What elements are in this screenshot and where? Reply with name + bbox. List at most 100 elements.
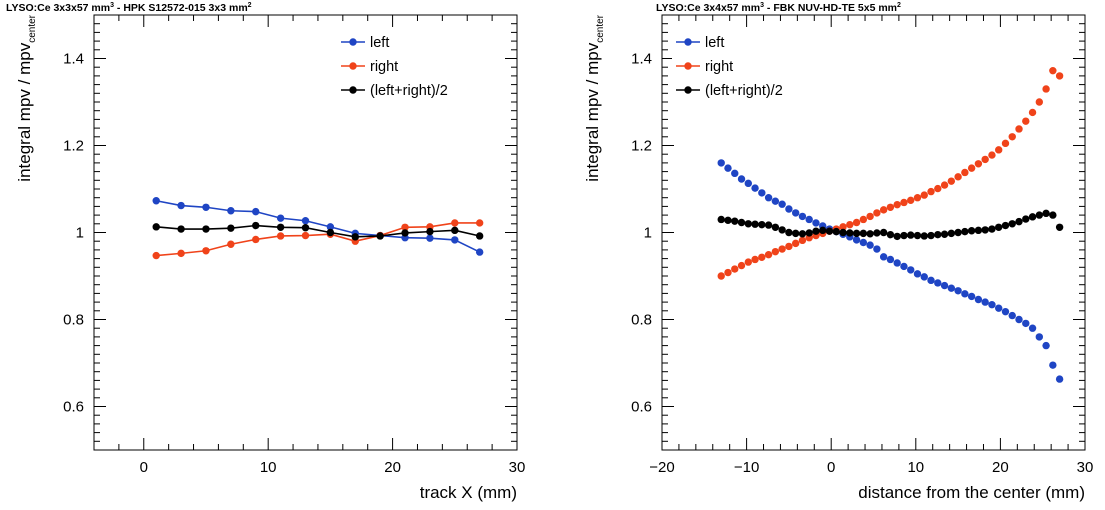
data-point [177,225,185,233]
data-point [1035,211,1044,219]
data-point [940,181,949,189]
data-point [451,236,459,244]
title-superscript: 3 [110,2,114,9]
series-average [717,209,1064,241]
title-superscript: 3 [760,2,764,9]
data-point [764,194,773,202]
legend-label: left [705,35,724,51]
data-point [839,223,847,231]
data-point [988,151,996,159]
data-point [737,218,746,227]
x-tick-label: 20 [992,459,1009,476]
chart-title: LYSO:Ce 3x4x57 mm3 - FBK NUV-HD-TE 5x5 m… [656,2,901,14]
series-average [152,221,484,241]
data-point [839,228,847,237]
data-point [846,220,854,229]
data-point [866,212,874,221]
data-point [873,229,881,237]
data-point [737,261,746,270]
data-point [893,259,901,267]
y-tick-label: 0.6 [631,399,652,416]
legend-marker [684,62,692,70]
data-point [913,231,922,240]
data-point [785,242,793,251]
data-point [276,223,285,231]
data-point [202,225,210,233]
data-point [1008,133,1016,141]
data-point [1001,307,1010,316]
y-axis-label: integral mpv / mpvcenter [583,14,606,181]
right-chart-panel: LYSO:Ce 3x4x57 mm3 - FBK NUV-HD-TE 5x5 m… [583,2,1093,502]
legend-marker [349,38,357,46]
y-axis-label-subscript: center [595,14,606,42]
data-point [974,295,983,304]
data-point [276,232,285,240]
legend-label: left [370,35,389,51]
legend-marker [684,38,692,46]
title-part: - HPK S12572-015 3x3 mm [114,2,248,14]
data-point [1015,315,1023,324]
data-point [737,175,746,183]
data-point [301,224,310,232]
data-point [940,230,949,238]
data-point [967,164,976,172]
data-point [401,223,409,231]
data-point [866,241,874,249]
data-point [805,215,813,224]
data-point [1035,98,1044,106]
y-tick-label: 1 [76,225,84,242]
data-point [764,250,773,259]
data-point [819,226,827,235]
x-tick-label: 0 [827,459,835,476]
title-superscript: 2 [248,2,252,9]
series-left [152,197,484,256]
data-point [947,177,956,185]
data-point [202,203,210,211]
data-point [927,231,935,240]
series-line [156,222,480,257]
data-point [227,240,235,248]
data-point [832,227,840,236]
data-point [947,229,956,238]
y-tick-label: 0.8 [63,312,84,329]
data-point [276,214,285,222]
data-point [227,224,235,232]
x-axis-label: distance from the center (mm) [858,483,1085,502]
data-point [152,251,160,260]
data-point [791,229,800,238]
data-point [940,281,949,290]
data-point [995,304,1003,312]
data-point [879,206,888,214]
data-point [900,198,908,207]
data-point [981,155,989,164]
data-point [724,268,732,277]
data-point [961,290,969,298]
series-line [156,224,480,238]
data-point [852,236,861,244]
data-point [751,184,759,192]
legend-label: right [705,59,733,75]
data-point [1001,221,1010,230]
data-point [961,227,969,236]
data-point [1035,333,1044,341]
data-point [1008,220,1016,228]
data-point [913,194,922,202]
data-point [812,227,820,235]
data-point [886,255,895,264]
data-point [1028,213,1037,221]
data-point [879,253,888,261]
data-point [859,215,868,224]
data-point [846,229,854,237]
data-point [1055,223,1064,231]
data-point [1049,66,1057,75]
data-point [852,229,861,238]
series-right [152,219,484,260]
data-point [724,164,732,172]
data-point [351,233,359,241]
data-point [717,159,725,167]
data-point [873,209,881,217]
y-tick-label: 0.6 [63,399,84,416]
data-point [805,229,813,237]
data-point [1015,217,1023,226]
legend-marker [349,86,357,94]
